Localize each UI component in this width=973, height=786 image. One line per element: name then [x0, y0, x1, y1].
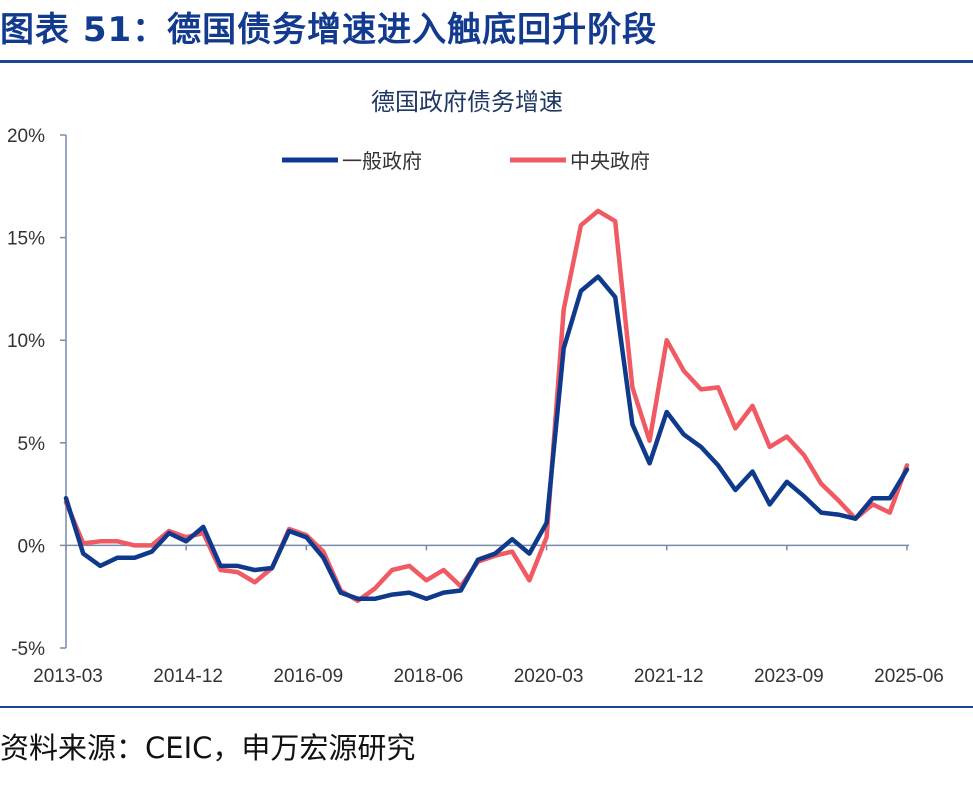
x-tick-label: 2013-03	[33, 666, 103, 687]
y-tick-label: 15%	[7, 229, 45, 250]
title-rule	[0, 60, 973, 63]
x-tick-label: 2018-06	[394, 666, 464, 687]
y-tick-label: 0%	[18, 536, 46, 557]
y-tick-label: 20%	[7, 126, 45, 147]
chart-canvas: 德国政府债务增速 20%15%10%5%0%-5%2013-03 2014-12 2…	[7, 88, 944, 687]
figure-title: 图表 51：德国债务增速进入触底回升阶段	[0, 10, 658, 50]
y-tick-label: -5%	[11, 639, 45, 660]
x-tick-label: 2014-12	[153, 666, 223, 687]
y-tick-label: 10%	[7, 331, 45, 352]
chart-lines	[63, 208, 910, 604]
chart-legend: 一般政府 中央政府	[282, 149, 650, 173]
series-line-central-government	[63, 208, 910, 604]
x-tick-label: 2025-06	[874, 666, 944, 687]
series-line-general-government	[63, 274, 910, 602]
x-tick-label: 2020-03	[514, 666, 584, 687]
source-note: 资料来源：CEIC，申万宏源研究	[0, 731, 416, 765]
source-rule	[0, 706, 973, 708]
legend-label-central: 中央政府	[570, 149, 650, 173]
y-tick-label: 5%	[18, 434, 46, 455]
chart-title: 德国政府债务增速	[371, 88, 563, 116]
chart-axes: 20% 15% 10% 5% 0% -5% 2013-03 2014-12 2016-09 201…	[7, 126, 944, 687]
legend-label-general: 一般政府	[342, 149, 422, 173]
x-tick-label: 2021-12	[634, 666, 704, 687]
x-tick-label: 2023-09	[754, 666, 824, 687]
x-tick-label: 2016-09	[273, 666, 343, 687]
